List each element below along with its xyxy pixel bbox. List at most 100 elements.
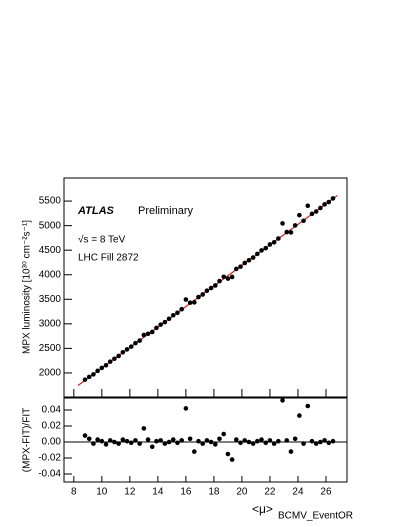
data-point	[246, 439, 252, 445]
data-point	[292, 436, 298, 442]
data-point	[255, 251, 260, 257]
x-tick-label: 26	[320, 487, 332, 498]
data-point	[141, 426, 147, 431]
data-point	[301, 441, 306, 446]
data-point	[196, 294, 201, 300]
data-point	[99, 365, 105, 371]
data-point	[175, 440, 180, 446]
data-point	[128, 440, 134, 446]
data-point	[124, 438, 130, 444]
data-point	[229, 274, 235, 280]
data-point	[107, 438, 113, 443]
data-point	[158, 322, 163, 327]
x-tick-label: 22	[264, 487, 276, 498]
data-point	[183, 297, 189, 302]
data-point	[99, 438, 105, 444]
data-point	[267, 438, 273, 443]
data-point	[242, 260, 248, 266]
data-point	[225, 276, 231, 281]
data-point	[221, 274, 227, 280]
data-point	[250, 255, 256, 260]
y-tick-label: 2000	[39, 368, 62, 379]
data-point	[305, 403, 311, 409]
data-point	[234, 266, 239, 272]
annotation: Preliminary	[138, 205, 194, 217]
data-point	[259, 248, 264, 253]
data-point	[154, 438, 159, 444]
data-point	[196, 438, 201, 444]
x-tick-label: 20	[236, 487, 248, 498]
data-point	[82, 377, 88, 382]
data-point	[238, 264, 243, 269]
data-point	[229, 457, 235, 462]
data-point	[112, 439, 117, 445]
y-tick-label: 0.02	[42, 421, 62, 432]
data-point	[326, 199, 332, 205]
data-point	[187, 300, 193, 306]
data-point	[284, 438, 290, 443]
data-point	[217, 436, 222, 442]
data-point	[276, 236, 281, 241]
y-tick-label: 5000	[39, 220, 62, 231]
data-point	[238, 440, 243, 446]
experiment-label: ATLAS	[77, 205, 115, 217]
y-tick-label: -0.04	[38, 469, 61, 480]
x-tick-label: 12	[124, 487, 136, 498]
data-point	[208, 439, 214, 445]
x-axis-label: <μ>	[252, 502, 273, 516]
data-point	[322, 202, 327, 207]
data-point	[103, 442, 109, 447]
x-tick-label: 14	[152, 487, 164, 498]
data-point	[175, 310, 180, 316]
x-tick-label: 8	[71, 487, 77, 498]
data-point	[137, 338, 142, 343]
data-point	[82, 433, 88, 438]
y-tick-label: 5500	[39, 196, 62, 207]
annotation: √s = 8 TeV	[78, 234, 126, 246]
data-point	[322, 438, 327, 443]
data-point	[158, 438, 163, 443]
data-point	[183, 406, 189, 411]
data-point	[133, 340, 138, 346]
data-point	[95, 437, 100, 442]
data-point	[242, 438, 248, 443]
x-tick-label: 24	[292, 487, 304, 498]
data-point	[288, 449, 294, 454]
data-point	[179, 438, 184, 443]
data-point	[124, 347, 130, 352]
data-point	[107, 359, 113, 364]
data-point	[255, 438, 260, 444]
x-axis-label-sub: BCMV_EventOR	[278, 511, 353, 522]
data-point	[288, 230, 294, 235]
data-point	[145, 437, 151, 442]
data-point	[162, 319, 168, 325]
data-point	[170, 437, 176, 442]
data-point	[187, 436, 193, 442]
data-point	[225, 451, 231, 457]
data-point	[271, 239, 277, 245]
data-point	[112, 356, 117, 362]
data-point	[116, 441, 121, 446]
data-point	[166, 316, 172, 322]
data-point	[263, 440, 269, 446]
data-point	[133, 438, 138, 443]
x-tick-label: 18	[208, 487, 220, 498]
data-point	[103, 362, 109, 368]
data-point	[280, 398, 285, 403]
data-point	[309, 438, 315, 444]
data-point	[271, 441, 277, 446]
data-point	[284, 229, 290, 235]
data-point	[318, 205, 323, 211]
data-point	[154, 325, 159, 331]
y-tick-label: 0.00	[42, 437, 62, 448]
y-tick-label: 3500	[39, 294, 62, 305]
y-tick-label: -0.02	[38, 453, 61, 464]
data-point	[330, 438, 336, 444]
data-point	[86, 374, 92, 380]
data-point	[330, 196, 336, 201]
data-point	[145, 331, 151, 337]
data-point	[166, 439, 172, 445]
data-point	[149, 329, 155, 335]
data-point	[318, 439, 323, 445]
data-point	[95, 368, 100, 374]
